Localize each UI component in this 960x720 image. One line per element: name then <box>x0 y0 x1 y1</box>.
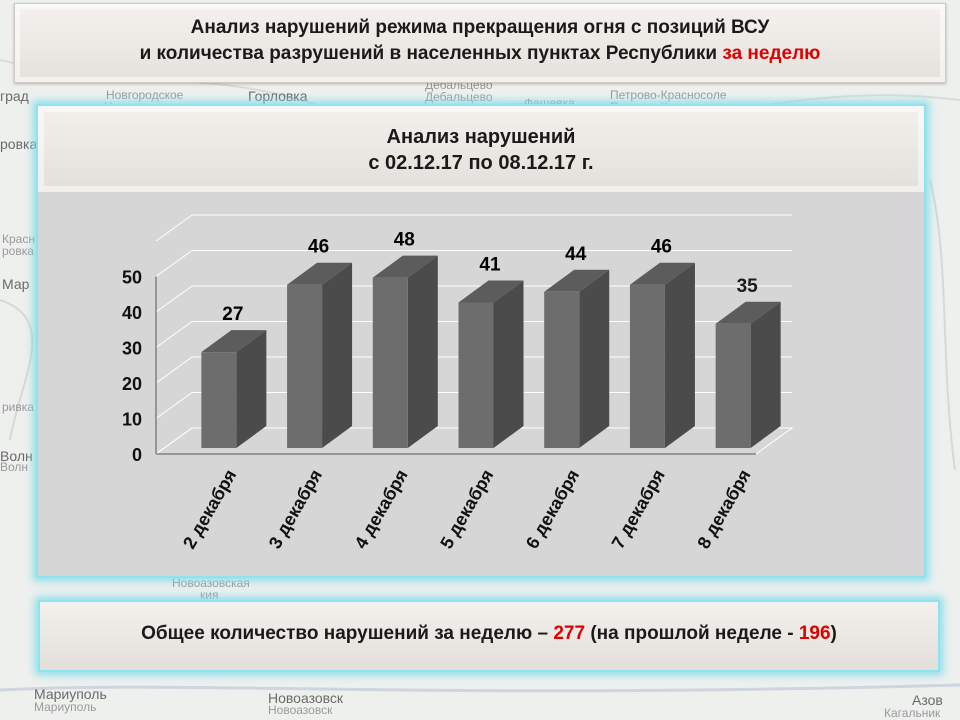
summary-previous-value: 196 <box>798 623 831 644</box>
data-label: 27 <box>222 304 243 325</box>
map-label: Мариуполь <box>34 700 97 714</box>
bar-side <box>493 280 524 448</box>
x-tick-label: 5 декабря <box>436 466 497 552</box>
map-label: Волн <box>0 448 33 464</box>
bar-top <box>715 301 781 324</box>
map-label: Азов <box>912 692 943 708</box>
y-tick-label: 20 <box>122 374 142 394</box>
x-tick-label: 2 декабря <box>179 466 240 552</box>
bar-side <box>322 262 353 448</box>
gridline-diagonal <box>155 214 193 242</box>
bar-side <box>236 330 267 448</box>
data-label: 41 <box>479 254 501 275</box>
data-label: 44 <box>565 244 587 265</box>
x-tick-label: 8 декабря <box>693 466 754 552</box>
bar <box>458 302 494 448</box>
bar <box>372 277 408 448</box>
header-title-line2: и количества разрушений в населенных пун… <box>15 41 945 67</box>
map-label: кия <box>200 588 219 602</box>
gridline-diagonal <box>155 392 193 419</box>
y-tick-label: 40 <box>122 303 142 323</box>
data-label: 46 <box>651 237 672 258</box>
header-title-line2-main: и количества разрушений в населенных пун… <box>139 43 718 64</box>
y-tick-label: 0 <box>132 445 142 465</box>
bar-top <box>544 269 610 292</box>
bar-top <box>201 330 267 353</box>
chart-subtitle-dates: с 02.12.17 по 08.12.17 г. <box>368 152 594 174</box>
bar-top <box>287 262 353 285</box>
map-label: Горловка <box>248 88 308 104</box>
bar <box>715 323 751 448</box>
data-label: 46 <box>308 237 329 258</box>
map-label: Мар <box>2 276 30 292</box>
summary-text-part1: Общее количество нарушений за неделю – <box>141 623 554 644</box>
y-tick-label: 10 <box>122 410 142 430</box>
summary-total-value: 277 <box>553 623 586 644</box>
map-label: Волн <box>0 460 29 474</box>
bar-top <box>629 262 695 285</box>
x-tick-label: 7 декабря <box>608 466 669 552</box>
bar <box>201 352 237 448</box>
x-tick-label: 3 декабря <box>265 466 326 552</box>
gridline-diagonal <box>155 250 193 277</box>
map-label: Дебальцево <box>425 90 493 104</box>
gridline-diagonal <box>155 321 193 348</box>
bar-chart: 0 10 20 30 40 50 27 2 декабря 46 3 декабря 48 4 дек… <box>122 214 794 552</box>
summary-text-part2: (на прошлой неделе - <box>585 623 799 644</box>
y-tick-label: 30 <box>122 339 142 359</box>
header-banner: Анализ нарушений режима прекращения огня… <box>14 3 946 83</box>
map-label: Новоазовск <box>268 690 344 706</box>
summary-text: Общее количество нарушений за неделю – 2… <box>40 623 938 645</box>
chart-title: Анализ нарушений <box>386 126 576 148</box>
bar-side <box>664 262 695 448</box>
bar <box>629 284 665 448</box>
header-title-highlight: за неделю <box>722 43 821 64</box>
map-label: град <box>0 88 29 104</box>
header-title-line1: Анализ нарушений режима прекращения огня… <box>190 17 770 38</box>
map-label: Новоазовск <box>268 703 333 717</box>
map-label: ровка <box>0 136 38 152</box>
map-label: Новгородское <box>106 88 184 102</box>
y-tick-label: 50 <box>122 268 142 288</box>
gridline-diagonal <box>155 356 193 384</box>
bar-side <box>750 301 781 448</box>
chart-panel-title: Анализ нарушений с 02.12.17 по 08.12.17 … <box>38 106 924 192</box>
map-label: Петрово-Красносоле <box>610 88 727 102</box>
x-tick-label: 4 декабря <box>350 466 411 552</box>
bar <box>544 291 580 448</box>
bar-side <box>579 269 610 448</box>
bar-top <box>458 280 524 303</box>
bar-side <box>407 255 438 448</box>
bar-top <box>372 255 438 278</box>
map-label: Красн <box>2 232 35 246</box>
map-label: Мариуполь <box>34 686 107 702</box>
data-label: 48 <box>394 230 415 251</box>
summary-banner: Общее количество нарушений за неделю – 2… <box>38 600 940 672</box>
map-label: ривка <box>2 400 34 414</box>
x-tick-label: 6 декабря <box>522 466 583 552</box>
map-label: Новоазовская <box>172 576 250 590</box>
map-label: Кагальник <box>884 706 941 720</box>
summary-text-part3: ) <box>830 623 837 644</box>
bar <box>287 284 323 448</box>
data-label: 35 <box>737 276 759 297</box>
gridline-diagonal <box>155 285 193 313</box>
map-label: ровка <box>2 244 34 258</box>
